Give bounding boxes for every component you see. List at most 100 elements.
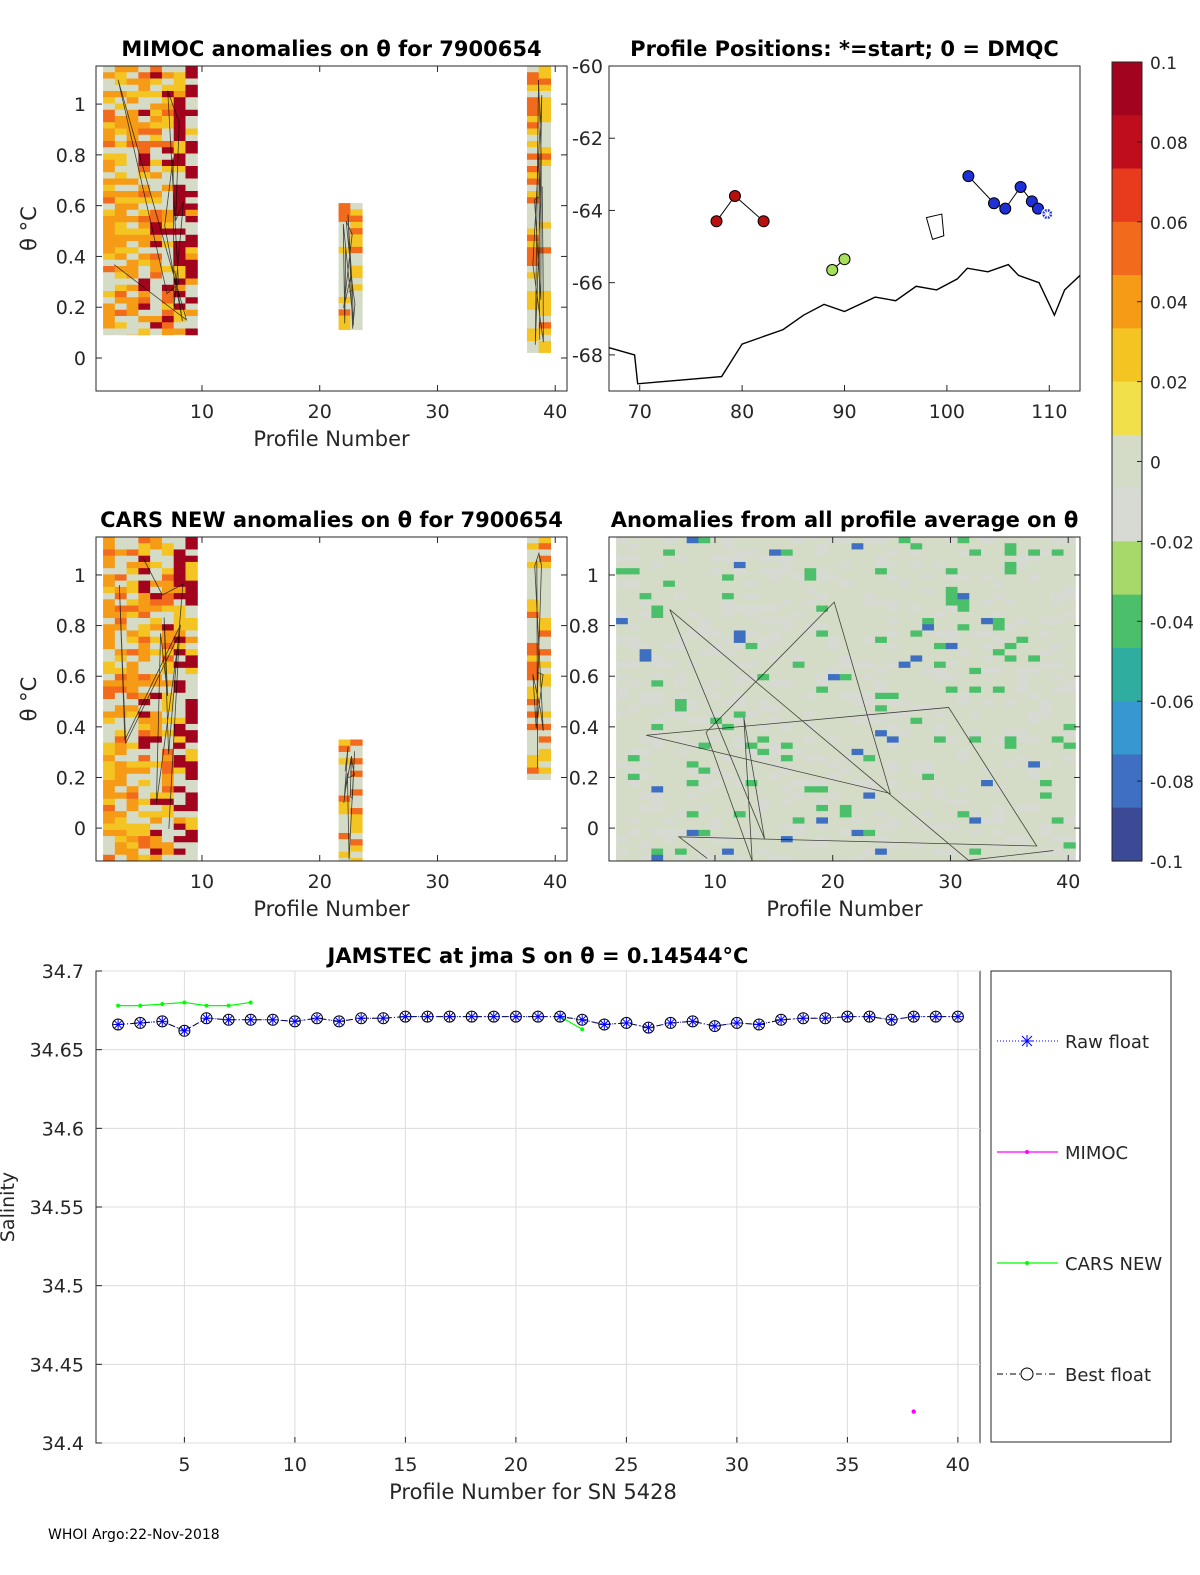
heat-cell	[922, 642, 935, 650]
heat-cell	[150, 667, 163, 675]
heat-cell	[616, 655, 629, 663]
heat-cell	[1039, 811, 1053, 818]
heat-cell	[663, 854, 676, 861]
heat-cell	[663, 804, 676, 812]
heat-cell	[616, 636, 629, 644]
heat-cell	[863, 854, 876, 861]
heat-cell	[350, 814, 363, 821]
heat-cell	[185, 159, 198, 167]
heat-cell	[526, 543, 540, 550]
heat-cell	[792, 817, 805, 825]
heat-cell	[173, 272, 186, 279]
heat-cell	[616, 686, 629, 694]
heat-cell	[828, 692, 841, 700]
heat-cell	[863, 723, 876, 731]
heat-cell	[1028, 823, 1041, 831]
heat-cell	[745, 699, 758, 706]
heat-cell	[945, 748, 959, 756]
heat-cell	[103, 636, 116, 644]
raw-float-point	[954, 1012, 962, 1021]
heat-cell	[1063, 823, 1076, 831]
heat-cell	[526, 341, 540, 348]
heat-cell	[114, 580, 128, 588]
heat-cell	[150, 692, 163, 700]
heat-cell	[969, 748, 982, 756]
heat-cell	[792, 730, 805, 737]
heat-cell	[792, 618, 805, 625]
heat-cell	[981, 642, 994, 650]
heat-cell	[769, 804, 782, 812]
heat-cell	[875, 561, 888, 569]
heat-cell	[651, 705, 664, 712]
heat-cell	[627, 748, 641, 756]
heat-cell	[616, 649, 629, 656]
heat-cell	[816, 755, 829, 762]
heat-cell	[1016, 817, 1029, 825]
heat-cell	[185, 84, 198, 92]
heat-cell	[150, 586, 163, 594]
heat-cell	[745, 786, 758, 793]
heat-cell	[138, 561, 151, 569]
heat-cell	[126, 322, 139, 329]
heat-cell	[526, 661, 540, 669]
heat-cell	[969, 655, 982, 663]
heat-cell	[722, 761, 735, 769]
heat-cell	[150, 72, 163, 79]
heat-cell	[173, 761, 186, 769]
y-tick-label: 0	[74, 818, 86, 840]
heat-cell	[733, 674, 747, 681]
heat-cell	[526, 561, 540, 569]
heat-cell	[639, 742, 652, 750]
heat-cell	[639, 667, 652, 675]
heat-cell	[674, 580, 688, 588]
heat-cell	[710, 811, 723, 818]
heat-cell	[710, 786, 723, 793]
heat-cell	[792, 798, 805, 806]
heat-cell	[792, 804, 805, 812]
heat-cell	[745, 748, 758, 756]
heat-cell	[863, 593, 876, 600]
footer-credit: WHOI Argo:22-Nov-2018	[48, 1527, 220, 1543]
heat-cell	[745, 717, 758, 725]
heat-cell	[957, 636, 970, 644]
heat-cell	[722, 705, 735, 712]
heat-cell	[804, 543, 817, 550]
heat-cell	[1028, 761, 1041, 769]
heat-cell	[828, 611, 841, 619]
heat-cell	[710, 580, 723, 588]
heat-cell	[816, 649, 829, 656]
heat-cell	[150, 134, 163, 142]
heat-cell	[126, 272, 139, 279]
heat-cell	[757, 792, 770, 800]
heat-cell	[969, 680, 982, 688]
heat-cell	[945, 699, 959, 706]
heat-cell	[651, 829, 664, 837]
heat-cell	[828, 711, 841, 719]
heat-cell	[910, 836, 923, 843]
heat-cell	[992, 767, 1006, 775]
heat-cell	[538, 748, 552, 756]
heat-cell	[1028, 642, 1041, 650]
heat-cell	[981, 786, 994, 793]
heat-cell	[828, 705, 841, 712]
heat-cell	[792, 537, 805, 544]
heat-cell	[526, 166, 540, 173]
heat-cell	[686, 599, 699, 607]
heat-cell	[185, 854, 198, 861]
heat-cell	[526, 284, 540, 292]
heat-cell	[350, 265, 363, 273]
heat-cell	[710, 692, 723, 700]
heat-cell	[185, 836, 198, 843]
heat-cell	[863, 848, 876, 856]
raw-float-point	[688, 1017, 697, 1026]
heat-cell	[957, 699, 970, 706]
heat-cell	[1028, 574, 1041, 582]
heat-cell	[138, 278, 151, 286]
heat-cell	[839, 699, 853, 706]
heat-cell	[981, 755, 994, 762]
heat-cell	[945, 755, 959, 762]
heat-cell	[780, 780, 794, 787]
heat-cell	[674, 848, 688, 856]
heat-cell	[627, 792, 641, 800]
heat-cell	[910, 699, 923, 706]
